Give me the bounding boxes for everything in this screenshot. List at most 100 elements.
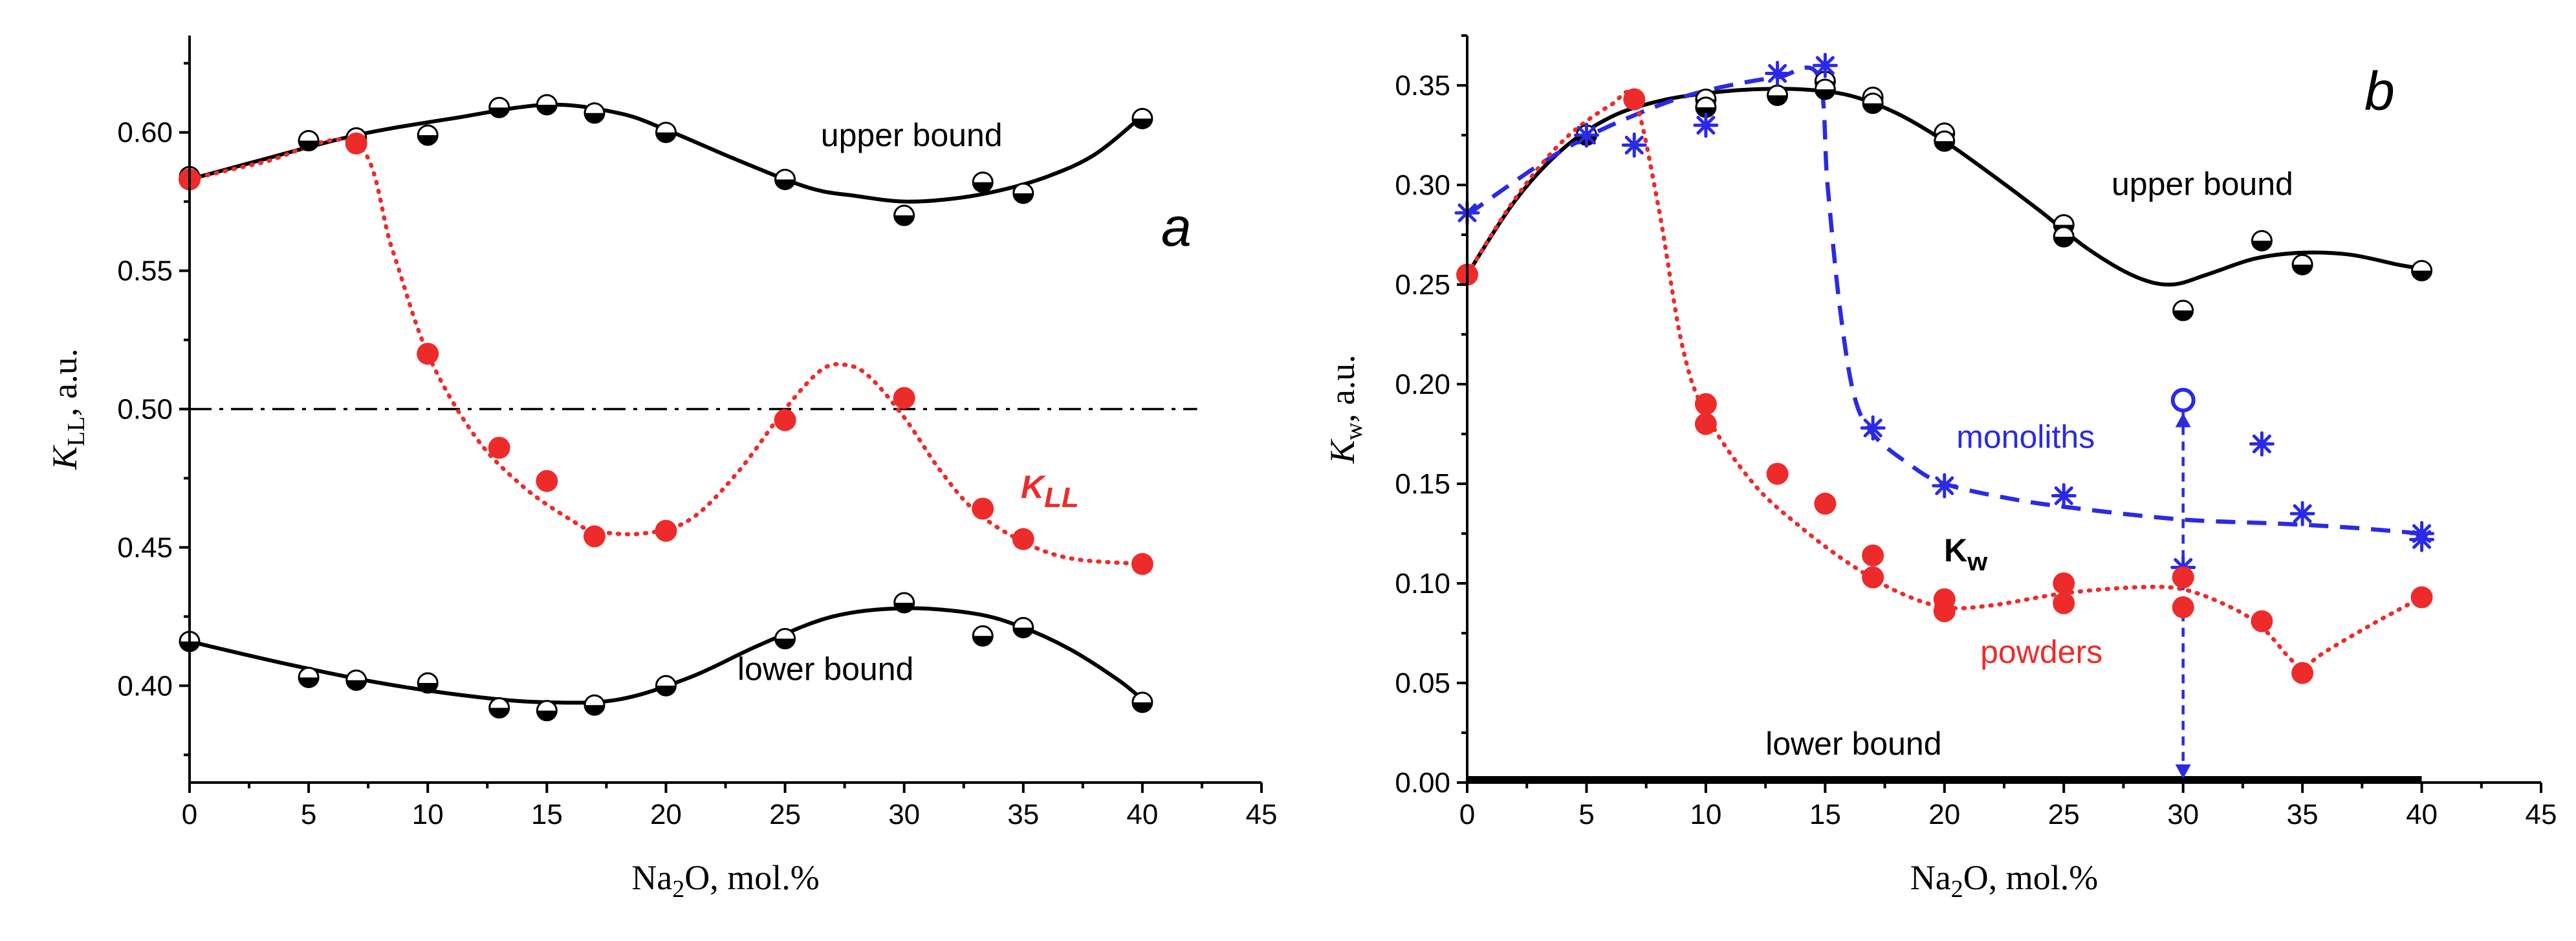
- panel-b-xlabel-pre: Na: [1910, 858, 1951, 897]
- panel-b-upper-bound-point-7: [1814, 78, 1836, 100]
- panel-a-xtick-label-20: 20: [650, 799, 682, 830]
- panel-a-kll-sub: LL: [1044, 482, 1079, 514]
- panel-b-x-axis-title: Na2O, mol.%: [1910, 858, 2098, 903]
- panel-b-monoliths-point-11: [2289, 501, 2315, 526]
- panel-b-powders-point-1: [1623, 88, 1646, 111]
- panel-a-ytick-label-0: 0.40: [117, 670, 173, 702]
- panel-b-powders-point-2: [1694, 393, 1717, 415]
- panel-a-xtick-label-40: 40: [1126, 799, 1158, 830]
- panel-a-plot-area: [179, 94, 1197, 722]
- panel-a-upper-bound-point-11: [1012, 182, 1034, 204]
- panel-b-monoliths-point-8: [2051, 482, 2077, 508]
- panel-a-upper-bound-point-4: [488, 96, 510, 118]
- panel-a-lower-bound-point-2: [345, 669, 367, 691]
- panel-a-xtick-label-45: 45: [1246, 799, 1278, 830]
- panel-b-monoliths-point-3: [1693, 113, 1719, 138]
- panel-a-xtick-label-10: 10: [412, 799, 444, 830]
- panel-a-kll-label: KLL: [1021, 469, 1079, 514]
- panel-b-powders-point-9: [1933, 600, 1956, 623]
- panel-a-k-ll-point-4: [536, 470, 558, 492]
- panel-b-ytick-label-6: 0.30: [1395, 169, 1450, 201]
- panel-b-annotation-powders: powders: [1980, 634, 2102, 670]
- panel-a-k-ll-point-9: [972, 497, 994, 520]
- panel-a-k-ll-point-6: [655, 519, 677, 542]
- panel-b-upper-bound-point-16: [2291, 254, 2313, 276]
- panel-b-ylabel-suffix: , a.u.: [1323, 354, 1362, 422]
- panel-b-ytick-label-4: 0.20: [1395, 369, 1450, 400]
- panel-b-powders-point-14: [2251, 610, 2273, 633]
- panel-a-upper-bound-point-8: [774, 168, 796, 190]
- panel-a-upper-bound-fit-line: [189, 102, 1144, 204]
- panel-b-monoliths-point-13: [2409, 526, 2435, 552]
- panel-a-ytick-label-3: 0.55: [117, 255, 173, 287]
- panel-a-k-ll-point-1: [345, 132, 367, 155]
- panel-a-ytick-label-4: 0.60: [117, 117, 173, 149]
- panel-a-lower-bound-point-10: [972, 625, 994, 647]
- panel-a-k-ll-point-3: [488, 437, 510, 459]
- panel-b-vertical-marker-open-circle: [2170, 387, 2196, 413]
- panel-b-xtick-label-25: 25: [2048, 799, 2080, 830]
- panel-b-powders-point-15: [2291, 662, 2314, 684]
- panel-a-upper-bound-point-1: [298, 130, 320, 152]
- panel-b-ytick-label-2: 0.10: [1395, 568, 1450, 600]
- panel-a-upper-bound-point-7: [655, 122, 677, 144]
- panel-a-ylabel-main: K: [45, 444, 84, 470]
- panel-a-xtick-label-35: 35: [1007, 799, 1039, 830]
- panel-a-lower-bound-point-11: [1012, 616, 1034, 638]
- panel-a-upper-bound-point-5: [536, 94, 558, 116]
- panel-b-monoliths-point-7: [1932, 473, 1958, 499]
- panel-b-powders-point-5: [1814, 492, 1837, 515]
- panel-b-ytick-label-5: 0.25: [1395, 269, 1450, 301]
- panel-b-monoliths-point-6: [1860, 415, 1886, 441]
- panel-a-upper-bound-point-3: [417, 124, 439, 146]
- panel-b-annotations: upper bound monoliths powders lower bound: [1765, 166, 2293, 761]
- panel-b-ylabel-main: K: [1323, 438, 1362, 464]
- panel-a-annotation-upper-bound: upper bound: [821, 117, 1003, 153]
- panel-b-monoliths-point-5: [1812, 52, 1838, 78]
- panel-b-xtick-label-45: 45: [2526, 799, 2557, 830]
- panel-a-lower-bound-point-4: [488, 697, 510, 719]
- panel-a-lower-bound-point-8: [774, 628, 796, 650]
- panel-a-kll-main: K: [1021, 469, 1047, 505]
- panel-b-xtick-label-5: 5: [1578, 799, 1594, 830]
- panel-b-monoliths-point-10: [2249, 431, 2275, 457]
- panel-b-powders-point-16: [2410, 586, 2433, 609]
- panel-b-kw-main: K: [1944, 532, 1967, 568]
- panel-b-ytick-label-1: 0.05: [1395, 667, 1450, 699]
- panel-b-upper-bound-point-17: [2411, 259, 2433, 281]
- panel-a-xlabel-sub: 2: [672, 876, 684, 903]
- panel-a-xlabel-post: O, mol.%: [684, 858, 820, 897]
- panel-b-annotation-monoliths: monoliths: [1956, 419, 2095, 455]
- panel-b-powders-point-13: [2172, 596, 2194, 618]
- panel-b-ytick-label-0: 0.00: [1395, 767, 1450, 799]
- panel-b-powders-point-6: [1862, 544, 1884, 567]
- panel-a-k-ll-point-5: [583, 525, 606, 548]
- panel-b-xtick-label-20: 20: [1928, 799, 1960, 830]
- panel-a-ylabel-sub: LL: [63, 416, 90, 446]
- panel-b-xlabel-post: O, mol.%: [1963, 858, 2099, 897]
- panel-a-k-ll-fit-line: [187, 137, 1145, 567]
- panel-a-k-ll-point-2: [417, 342, 439, 365]
- panel-b-xtick-label-35: 35: [2287, 799, 2319, 830]
- panel-b-upper-bound-point-11: [1934, 130, 1956, 152]
- panel-a-k-ll-point-10: [1012, 528, 1034, 550]
- panel-a-xlabel-pre: Na: [631, 858, 672, 897]
- panel-b-xtick-label-30: 30: [2167, 799, 2199, 830]
- panel-b-kw-sub: w: [1967, 548, 1988, 576]
- panel-b-upper-bound-point-13: [2053, 226, 2075, 248]
- panel-a-ytick-label-2: 0.50: [117, 394, 173, 426]
- panel-b-annotation-upper-bound: upper bound: [2112, 166, 2293, 202]
- panel-a-lower-bound-point-12: [1131, 691, 1153, 713]
- panel-b-powders-point-12: [2172, 566, 2194, 589]
- panel-b-vertical-marker: [2170, 387, 2196, 779]
- panel-a-ylabel-suffix: , a.u.: [45, 349, 84, 416]
- panel-b-powders-fit-line: [1465, 90, 2424, 670]
- panel-b-monoliths-fit-line: [1466, 65, 2422, 536]
- panel-b-plot-area: [1454, 52, 2435, 784]
- panel-b-xtick-label-0: 0: [1459, 799, 1475, 830]
- panel-a-lower-bound-point-3: [417, 672, 439, 694]
- panel-b-y-ticks: 0.00 0.05 0.10 0.15 0.20 0.25 0.30 0.35: [1395, 34, 1467, 799]
- panel-b-upper-bound-point-5: [1767, 84, 1789, 106]
- panel-b-xtick-label-10: 10: [1690, 799, 1721, 830]
